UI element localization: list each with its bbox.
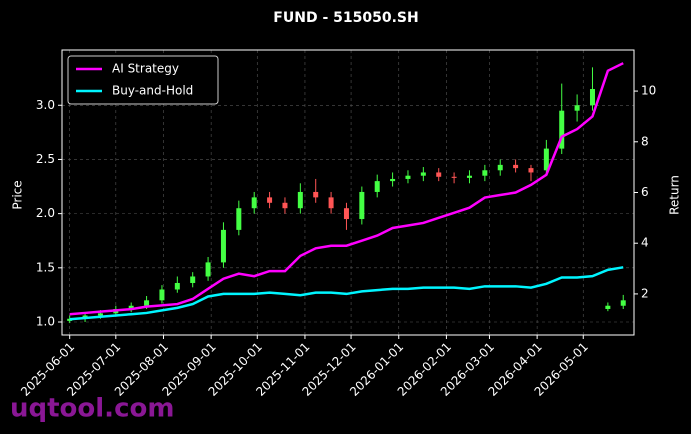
candle-body (267, 197, 273, 203)
candle-body (589, 89, 595, 106)
candle-body (420, 172, 426, 176)
candle-body (513, 164, 519, 169)
candle-body (159, 289, 165, 301)
candle-body (343, 208, 349, 220)
candle-body (543, 148, 549, 171)
legend-label: AI Strategy (112, 62, 179, 76)
y2-tick-label: 6 (641, 185, 649, 199)
candle-body (97, 313, 103, 316)
candle-body (528, 168, 534, 173)
chart-title: FUND - 515050.SH (273, 10, 418, 26)
candle-body (466, 175, 472, 178)
candle-body (236, 208, 242, 230)
candle-body (436, 172, 442, 177)
candle-body (174, 282, 180, 290)
candle-body (297, 191, 303, 209)
candle-body (282, 202, 288, 209)
series-line (69, 62, 624, 316)
y-tick-label: 1.0 (36, 314, 55, 328)
candle-body (405, 175, 411, 179)
series-line (69, 266, 624, 321)
candle-body (451, 176, 457, 178)
candle-body (144, 300, 150, 306)
candle-body (328, 197, 334, 209)
y-tick-label: 1.5 (36, 260, 55, 274)
y-tick-label: 2.0 (36, 206, 55, 220)
legend: AI Strategy Buy-and-Hold (67, 55, 219, 105)
y-axis-label: Price (11, 180, 25, 209)
candle-body (190, 276, 196, 283)
candle-body (128, 305, 134, 309)
y-tick-label: 3.0 (36, 98, 55, 112)
candle-body (205, 262, 211, 277)
y2-tick-label: 10 (641, 84, 656, 98)
candle-body (574, 105, 580, 111)
y2-axis-label: Return (668, 175, 682, 215)
plot-frame (61, 49, 635, 336)
candle-body (220, 229, 226, 263)
candle-body (313, 191, 319, 198)
legend-label: Buy-and-Hold (112, 84, 193, 98)
candle-body (374, 181, 380, 192)
candle-body (67, 318, 73, 321)
y2-tick-label: 8 (641, 134, 649, 148)
candle-body (251, 197, 257, 209)
candle-body (605, 305, 611, 309)
candle-body (620, 300, 626, 306)
candle-body (497, 164, 503, 171)
candle-body (359, 191, 365, 220)
y2-tick-label: 2 (641, 286, 649, 300)
y-tick-label: 2.5 (36, 152, 55, 166)
candle-body (559, 110, 565, 149)
y2-tick-label: 4 (641, 236, 649, 250)
candle-body (482, 170, 488, 176)
candle-body (390, 178, 396, 182)
legend-box (67, 55, 219, 105)
watermark: uqtool.com (10, 394, 174, 424)
